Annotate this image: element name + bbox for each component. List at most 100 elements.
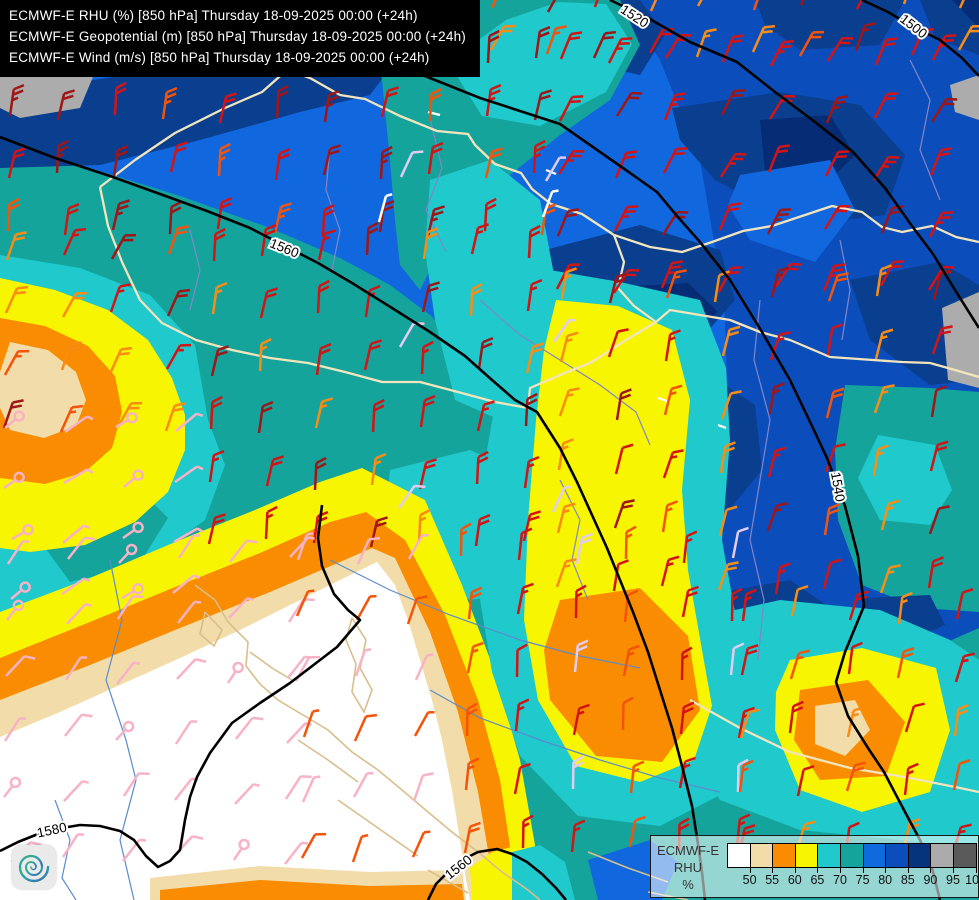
wind-barb — [570, 819, 586, 853]
wind-barb — [825, 387, 845, 419]
legend-tick — [749, 868, 751, 873]
wind-barb — [168, 200, 182, 235]
wind-barb — [624, 525, 637, 560]
wind-barb — [663, 384, 683, 416]
wind-barb — [695, 28, 717, 58]
river-line — [105, 559, 137, 900]
wind-barb — [931, 325, 953, 355]
wind-barb — [264, 505, 278, 540]
wind-barb — [593, 0, 605, 8]
wind-barb — [352, 772, 374, 798]
contour-1540 — [307, 34, 942, 900]
wind-barb — [6, 197, 20, 232]
title-block: ECMWF-E RHU (%) [850 hPa] Thursday 18-09… — [0, 0, 481, 77]
wind-barb — [929, 440, 949, 472]
wind-barb — [61, 833, 85, 858]
wind-barb — [678, 756, 696, 789]
rh-region-cyan-strip-bc — [512, 845, 575, 900]
wind-barb — [300, 832, 327, 859]
wind-barb — [551, 485, 571, 513]
wind-barb — [555, 558, 577, 588]
legend-color-swatch — [885, 843, 909, 868]
wind-barb — [418, 458, 437, 490]
legend-model: ECMWF-E — [656, 843, 720, 858]
wind-barb — [207, 513, 226, 545]
legend-tick-label: 70 — [833, 873, 847, 887]
wind-barb — [613, 205, 639, 232]
wind-barb — [558, 95, 584, 122]
wind-barb — [541, 189, 559, 218]
wind-barb — [257, 400, 274, 434]
wind-barb — [174, 465, 204, 484]
coastline — [427, 869, 469, 894]
title-line-wind: ECMWF-E Wind (m/s) [850 hPa] Thursday 18… — [9, 49, 430, 65]
wind-barb — [682, 530, 698, 564]
wind-barb — [11, 524, 34, 541]
wind-barb — [3, 717, 27, 742]
wind-barb — [474, 513, 491, 547]
wind-barb — [546, 0, 563, 13]
wind-barb — [210, 345, 229, 377]
wind-barb — [927, 556, 944, 589]
wind-barb — [211, 281, 228, 315]
wind-barb — [741, 588, 757, 622]
wind-barb — [7, 147, 26, 179]
river-line — [559, 479, 589, 601]
wind-barb — [662, 147, 688, 174]
legend-tick-label: 60 — [787, 873, 802, 887]
rh-region-navy-band-topleft — [0, 48, 395, 168]
wind-barb — [846, 705, 865, 738]
wind-barb — [874, 37, 898, 66]
wind-barb — [284, 841, 309, 865]
wind-barb — [729, 642, 745, 676]
legend-tick-label: 95 — [946, 873, 960, 887]
wind-barb — [2, 399, 24, 429]
wind-barb — [613, 499, 635, 529]
wind-barb — [621, 696, 634, 731]
wind-barb — [738, 759, 754, 793]
wind-barb — [614, 443, 634, 475]
wind-barb — [823, 204, 851, 230]
wind-barb — [118, 543, 138, 564]
wind-barb — [465, 702, 478, 737]
legend-color-swatch — [953, 843, 977, 868]
wind-barb — [218, 92, 237, 124]
wind-barb — [351, 834, 369, 863]
legend-tick-label: 65 — [810, 873, 825, 887]
wind-barb — [740, 643, 759, 676]
wind-barb — [557, 149, 585, 175]
wind-barb — [413, 711, 435, 737]
wind-barb — [353, 713, 378, 742]
wind-barbs — [2, 0, 979, 865]
wind-barb — [64, 415, 94, 434]
wind-barb — [874, 328, 894, 360]
wind-barb — [316, 279, 330, 314]
wind-barb — [115, 720, 135, 741]
wind-barb — [258, 337, 272, 372]
lake — [717, 423, 727, 430]
wind-barb — [414, 653, 434, 681]
legend-tick-label: 90 — [923, 873, 938, 887]
wind-barb — [896, 646, 915, 679]
wind-barb — [323, 89, 340, 123]
wind-barb — [798, 30, 825, 57]
wind-barb — [208, 449, 225, 483]
legend-tick-label: 50 — [742, 873, 757, 887]
wind-barb — [63, 468, 94, 485]
wind-barb — [544, 156, 566, 182]
wind-barb — [411, 830, 431, 858]
wind-barb — [826, 323, 843, 356]
spiral-logo-icon — [18, 854, 50, 883]
wind-barb — [903, 762, 919, 796]
legend-unit: % — [682, 876, 694, 892]
wind-barb — [64, 656, 88, 681]
wind-barb — [612, 559, 629, 592]
wind-barb — [212, 227, 226, 262]
wind-barb — [354, 648, 372, 677]
wind-barb — [3, 776, 22, 798]
wind-barb — [167, 225, 189, 255]
wind-barb — [235, 716, 264, 740]
wind-barb — [557, 438, 574, 471]
